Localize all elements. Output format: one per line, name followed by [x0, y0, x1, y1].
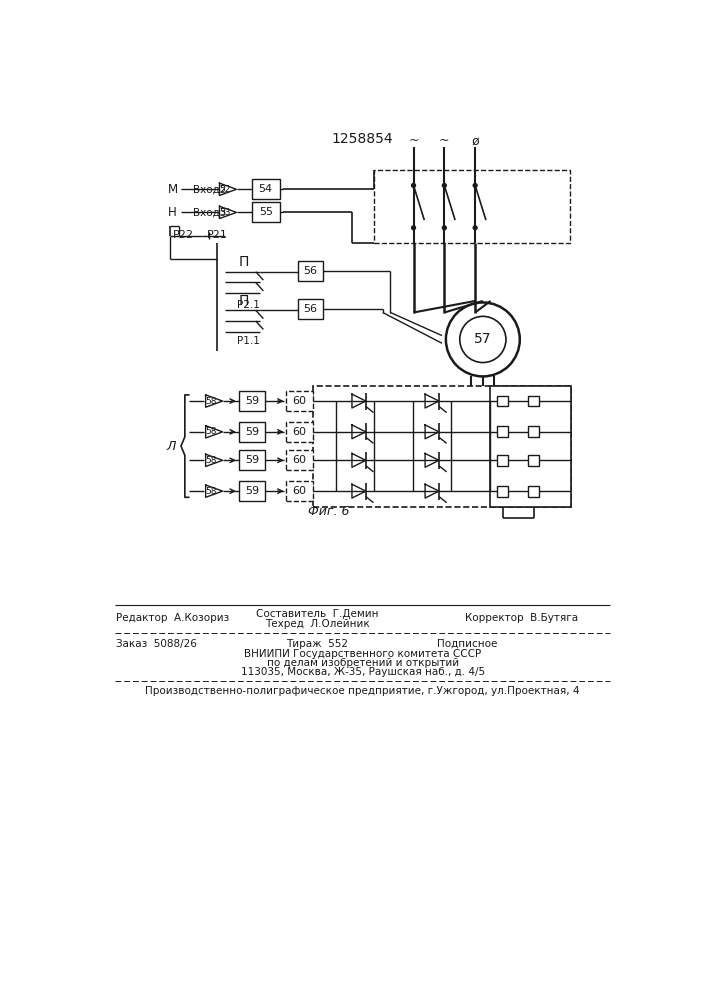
Circle shape: [473, 226, 477, 230]
Bar: [498, 396, 508, 406]
Text: ~: ~: [439, 134, 450, 147]
Bar: [373, 170, 570, 243]
Bar: [239, 391, 265, 411]
Bar: [286, 391, 312, 411]
Text: 60: 60: [293, 396, 307, 406]
Text: Производственно-полиграфическое предприятие, г.Ужгород, ул.Проектная, 4: Производственно-полиграфическое предприя…: [146, 686, 580, 696]
Text: Вход2: Вход2: [192, 184, 226, 194]
Text: 59: 59: [245, 427, 259, 437]
Text: Р1.1: Р1.1: [237, 336, 259, 346]
Circle shape: [473, 184, 477, 187]
Text: Н: Н: [168, 206, 177, 219]
Text: 59: 59: [245, 455, 259, 465]
Text: 59: 59: [245, 396, 259, 406]
Bar: [528, 426, 539, 437]
Text: Подписное: Подписное: [437, 639, 498, 649]
Bar: [286, 422, 312, 442]
Text: Тираж  552: Тираж 552: [286, 639, 349, 649]
Text: Фиг. 6: Фиг. 6: [308, 505, 349, 518]
Text: 55: 55: [259, 207, 273, 217]
Text: Л: Л: [166, 440, 175, 453]
Text: 113035, Москва, Ж-35, Раушская наб., д. 4/5: 113035, Москва, Ж-35, Раушская наб., д. …: [240, 667, 485, 677]
Text: 60: 60: [293, 486, 307, 496]
Text: 54: 54: [259, 184, 273, 194]
Bar: [498, 486, 508, 497]
Bar: [252, 202, 279, 222]
Bar: [286, 450, 312, 470]
Bar: [252, 179, 279, 199]
Text: Π: Π: [239, 255, 250, 269]
Text: 58: 58: [205, 487, 217, 496]
Text: Р22: Р22: [173, 231, 194, 240]
Text: М: М: [168, 183, 177, 196]
Text: 58: 58: [205, 456, 217, 465]
Text: Редактор  А.Козориз: Редактор А.Козориз: [115, 613, 229, 623]
Text: Вход3: Вход3: [192, 207, 226, 217]
Bar: [528, 455, 539, 466]
Circle shape: [411, 226, 416, 230]
Text: 60: 60: [293, 427, 307, 437]
Bar: [312, 386, 571, 507]
Text: ~: ~: [409, 134, 419, 147]
Bar: [498, 455, 508, 466]
Text: Корректор  В.Бутяга: Корректор В.Бутяга: [464, 613, 578, 623]
Circle shape: [443, 226, 446, 230]
Text: 53: 53: [219, 208, 230, 217]
Text: 58: 58: [205, 427, 217, 436]
Bar: [239, 450, 265, 470]
Text: ø: ø: [472, 134, 479, 147]
Text: ВНИИПИ Государственного комитета СССР: ВНИИПИ Государственного комитета СССР: [244, 649, 481, 659]
Bar: [298, 299, 322, 319]
Text: 59: 59: [245, 486, 259, 496]
Text: 56: 56: [303, 266, 317, 276]
Bar: [239, 422, 265, 442]
Text: Р2.1: Р2.1: [237, 300, 259, 310]
Text: Р21: Р21: [207, 231, 228, 240]
Bar: [286, 481, 312, 501]
Text: Составитель  Г.Демин: Составитель Г.Демин: [256, 609, 378, 619]
Text: 60: 60: [293, 455, 307, 465]
Circle shape: [411, 184, 416, 187]
Text: Π: Π: [239, 294, 250, 308]
Text: 57: 57: [474, 332, 491, 346]
Text: по делам изобретений и открытий: по делам изобретений и открытий: [267, 658, 459, 668]
Bar: [528, 486, 539, 497]
Text: 52: 52: [219, 185, 230, 194]
Bar: [528, 396, 539, 406]
Text: Заказ  5088/26: Заказ 5088/26: [115, 639, 197, 649]
Bar: [490, 386, 571, 507]
Bar: [298, 261, 322, 281]
Bar: [239, 481, 265, 501]
Text: 58: 58: [205, 397, 217, 406]
Text: Техред  Л.Олейник: Техред Л.Олейник: [265, 619, 370, 629]
Bar: [498, 426, 508, 437]
Text: 1258854: 1258854: [332, 132, 394, 146]
Circle shape: [443, 184, 446, 187]
Text: 56: 56: [303, 304, 317, 314]
